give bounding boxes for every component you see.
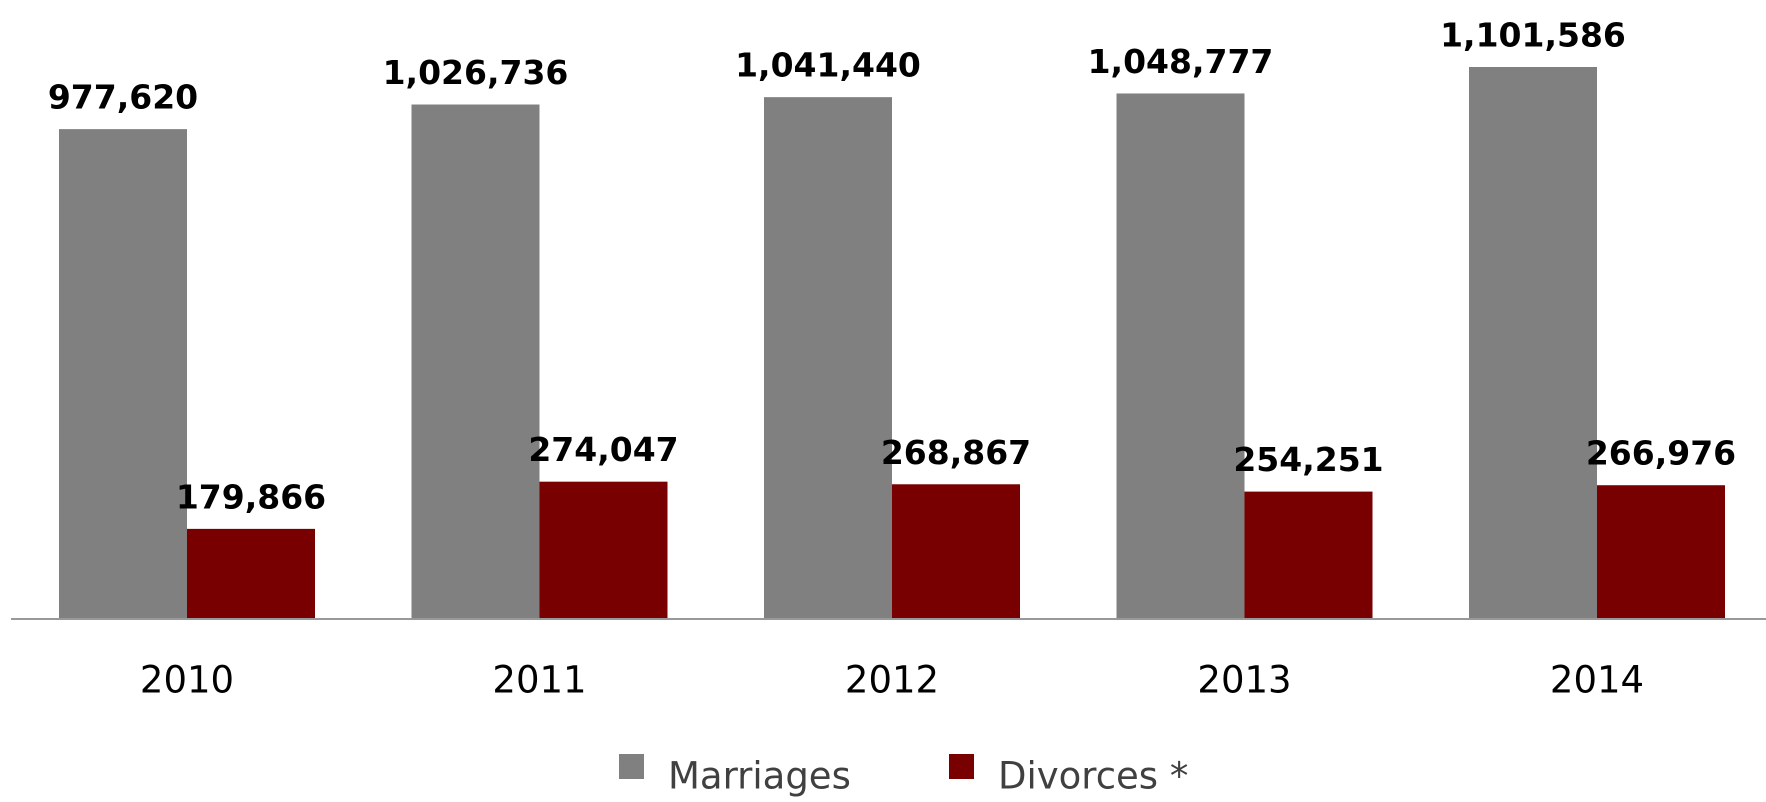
x-tick-label: 2010	[140, 659, 234, 702]
bar	[187, 528, 315, 619]
bar	[1469, 67, 1597, 619]
bar	[1116, 93, 1245, 620]
value-label: 1,041,440	[735, 46, 921, 85]
bar	[1597, 485, 1725, 619]
bar	[59, 129, 187, 619]
value-label: 1,026,736	[383, 53, 569, 92]
value-label: 1,048,777	[1088, 42, 1274, 81]
value-label: 274,047	[528, 430, 678, 469]
value-label: 179,866	[176, 477, 326, 516]
bar	[764, 97, 892, 619]
bar	[1244, 491, 1373, 619]
x-tick-label: 2014	[1550, 659, 1644, 702]
value-label: 268,867	[881, 433, 1031, 472]
legend-swatch	[619, 754, 644, 779]
x-tick-label: 2012	[845, 659, 939, 702]
bar	[411, 104, 540, 619]
x-tick-label: 2011	[492, 659, 586, 702]
legend-swatch	[949, 754, 974, 779]
value-label: 977,620	[48, 78, 198, 117]
bar	[892, 484, 1020, 619]
value-label: 254,251	[1233, 440, 1383, 479]
legend-label: Divorces *	[998, 755, 1188, 798]
legend-label: Marriages	[668, 755, 851, 798]
value-label: 266,976	[1586, 434, 1736, 473]
x-tick-label: 2013	[1197, 659, 1291, 702]
bar	[539, 481, 668, 619]
value-label: 1,101,586	[1440, 16, 1626, 55]
